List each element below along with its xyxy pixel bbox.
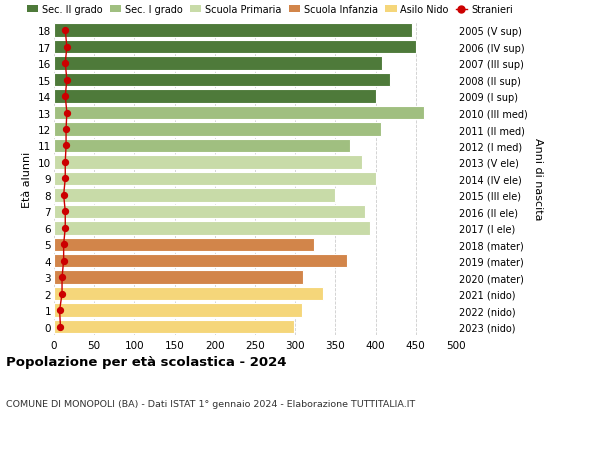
Point — [55, 307, 64, 314]
Bar — [54, 320, 293, 334]
Point — [56, 323, 65, 330]
Y-axis label: Anni di nascita: Anni di nascita — [533, 138, 543, 220]
Bar — [54, 222, 370, 235]
Bar — [54, 106, 424, 120]
Bar — [54, 172, 376, 186]
Point — [62, 44, 71, 51]
Point — [59, 241, 68, 248]
Bar — [54, 123, 381, 136]
Point — [57, 274, 67, 281]
Bar — [54, 189, 335, 202]
Point — [61, 28, 70, 35]
Bar — [54, 24, 412, 38]
Bar — [54, 238, 314, 252]
Point — [59, 257, 68, 265]
Bar — [54, 74, 390, 87]
Point — [61, 175, 70, 183]
Bar — [54, 90, 376, 104]
Point — [62, 110, 71, 117]
Point — [57, 291, 67, 298]
Bar — [54, 205, 365, 218]
Bar — [54, 254, 347, 268]
Point — [61, 60, 70, 67]
Point — [61, 208, 70, 216]
Point — [59, 192, 68, 199]
Bar — [54, 287, 323, 301]
Bar — [54, 271, 303, 284]
Bar — [54, 41, 416, 54]
Text: Popolazione per età scolastica - 2024: Popolazione per età scolastica - 2024 — [6, 356, 287, 369]
Y-axis label: Età alunni: Età alunni — [22, 151, 32, 207]
Bar — [54, 156, 362, 169]
Text: COMUNE DI MONOPOLI (BA) - Dati ISTAT 1° gennaio 2024 - Elaborazione TUTTITALIA.I: COMUNE DI MONOPOLI (BA) - Dati ISTAT 1° … — [6, 399, 415, 409]
Bar — [54, 57, 382, 71]
Point — [61, 126, 71, 134]
Legend: Sec. II grado, Sec. I grado, Scuola Primaria, Scuola Infanzia, Asilo Nido, Stran: Sec. II grado, Sec. I grado, Scuola Prim… — [27, 5, 513, 15]
Point — [61, 142, 71, 150]
Point — [62, 77, 71, 84]
Point — [61, 93, 70, 101]
Bar — [54, 140, 350, 153]
Point — [61, 159, 70, 166]
Point — [61, 224, 70, 232]
Bar — [54, 304, 302, 317]
